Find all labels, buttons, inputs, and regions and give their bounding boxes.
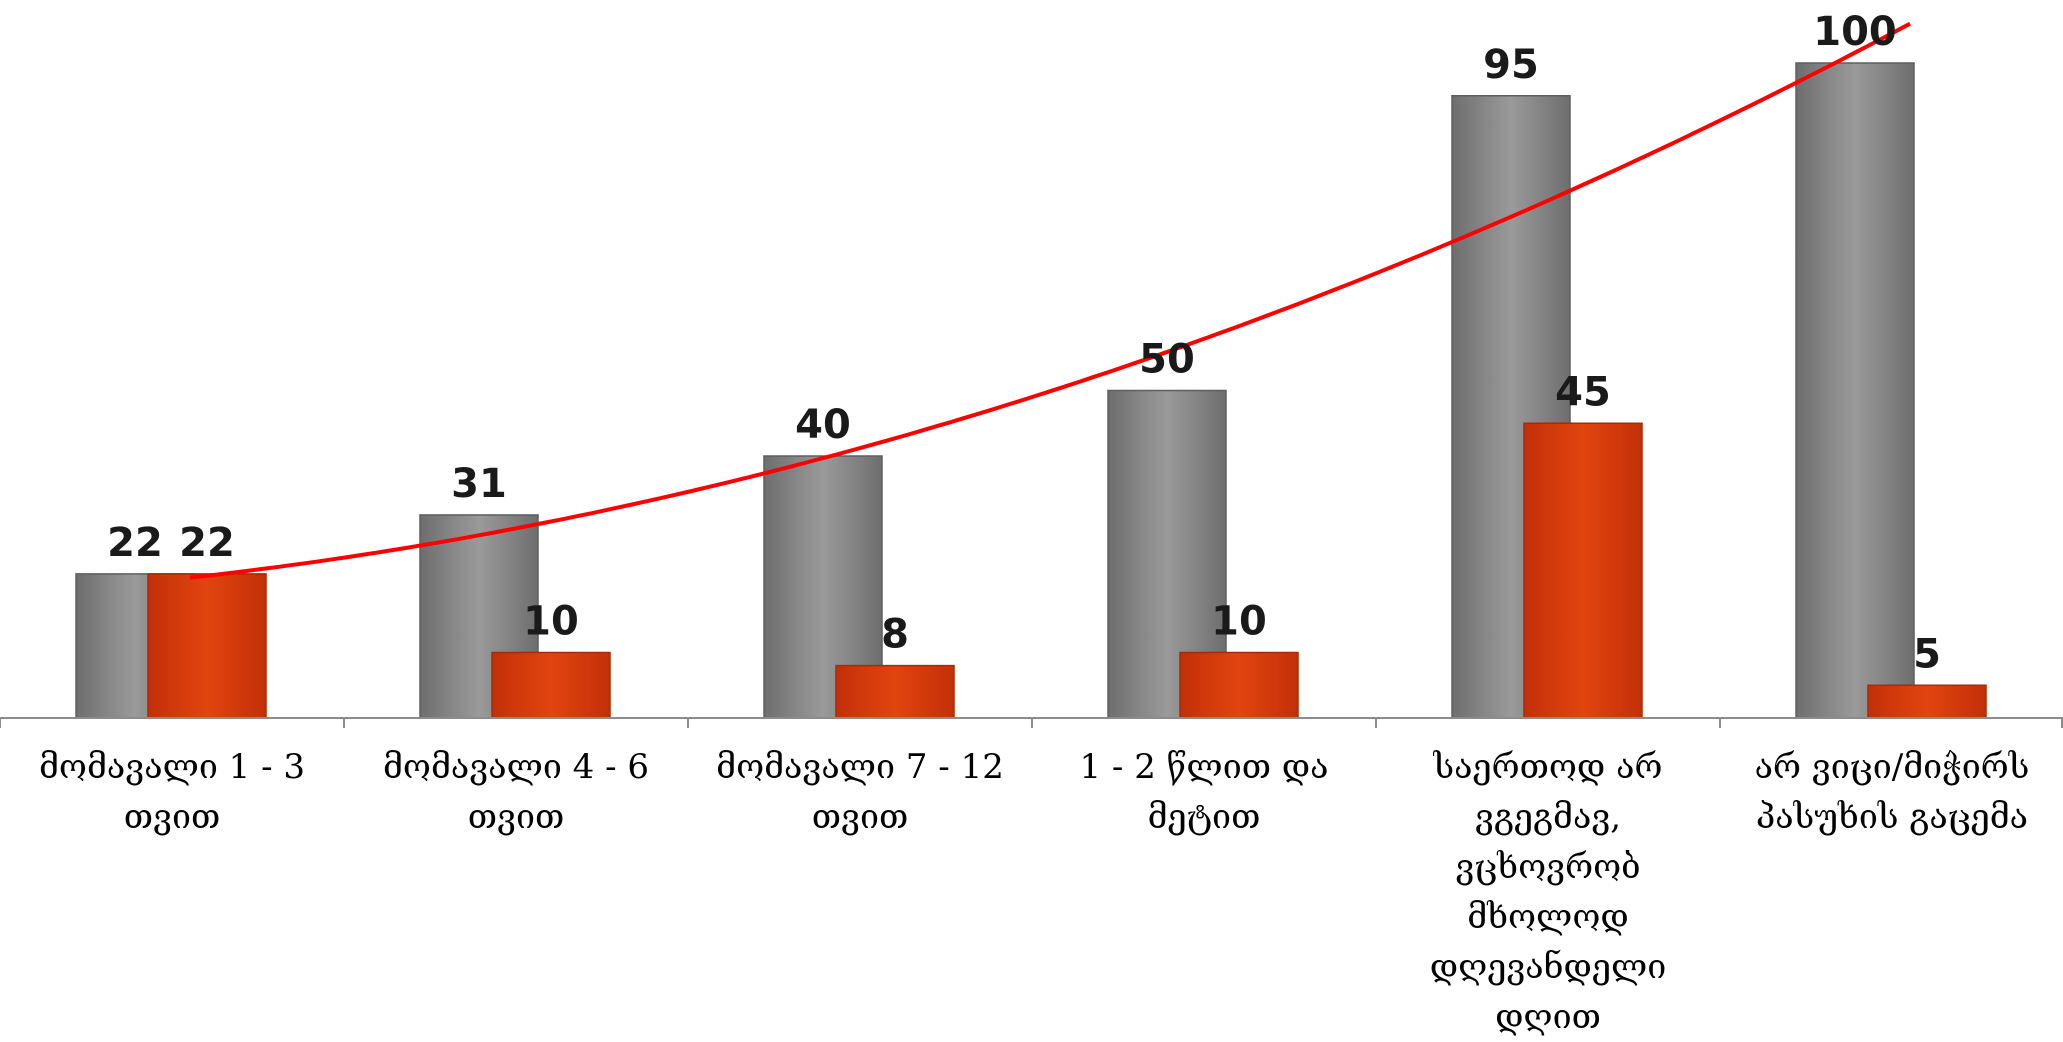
data-label-series2-4: 10 (1211, 599, 1267, 645)
x-tick-label-line: მეტით (1147, 797, 1261, 837)
x-axis (0, 717, 2063, 728)
data-label-series2-3: 8 (881, 612, 909, 658)
data-labels-layer: 22 22 31 10 40 8 50 10 95 45 100 5 (107, 9, 1941, 677)
data-label-series1-5: 95 (1483, 42, 1539, 88)
x-tick-label-line: მხოლოდ (1467, 897, 1629, 937)
x-tick-label-line: ვგეგმავ, ვცხოვრობ (1455, 797, 1641, 887)
bar-series2-6 (1867, 684, 1987, 719)
data-label-series1-3: 40 (795, 402, 851, 448)
x-tick-label-line: დღევანდელი (1429, 947, 1667, 987)
x-tick-label-line: არ ვიცი/მიჭირს (1754, 747, 2030, 787)
data-label-series2-5: 45 (1555, 369, 1611, 415)
x-tick-label-line: 1 - 2 წლით და (1079, 747, 1329, 787)
x-tick-label-line: თვით (467, 797, 565, 837)
x-tick-label-line: მომავალი 7 - 12 (716, 747, 1004, 787)
x-tick-label-line: თვით (811, 797, 909, 837)
trendline-layer (189, 21, 1911, 580)
x-tick-label-line: მომავალი 1 - 3 (38, 747, 306, 787)
x-tick-label-line: დღით (1495, 997, 1601, 1037)
x-tick-label-line: საერთოდ არ (1433, 747, 1663, 787)
bar-series2-1 (147, 573, 267, 719)
x-tick-label-line: თვით (123, 797, 221, 837)
trendline (189, 21, 1911, 580)
x-tick-label-5: საერთოდ არ ვგეგმავ, ვცხოვრობ მხოლოდ დღევანდ… (1378, 742, 1718, 1042)
x-tick-label-4: 1 - 2 წლით და მეტით (1034, 742, 1374, 842)
data-label-series1-2: 31 (451, 461, 507, 507)
bars-layer (75, 62, 1987, 719)
data-label-series1-6: 100 (1813, 9, 1897, 55)
x-tick-label-3: მომავალი 7 - 12 თვით (690, 742, 1030, 842)
data-label-series2-2: 10 (523, 599, 579, 645)
chart-canvas: 22 22 31 10 40 8 50 10 95 45 100 5 (0, 9, 2063, 728)
x-tick-label-1: მომავალი 1 - 3 თვით (2, 742, 342, 842)
data-label-series1-1: 22 (107, 520, 163, 566)
data-label-series2-1: 22 (179, 520, 235, 566)
x-tick-label-6: არ ვიცი/მიჭირს პასუხის გაცემა (1722, 742, 2062, 842)
data-label-series2-6: 5 (1913, 631, 1941, 677)
bar-series2-5 (1523, 422, 1643, 719)
x-tick-label-line: მომავალი 4 - 6 (382, 747, 650, 787)
bar-series2-4 (1179, 651, 1299, 719)
bar-series2-3 (835, 664, 955, 719)
x-tick-label-line: პასუხის გაცემა (1755, 797, 2029, 837)
bar-series1-6 (1795, 62, 1915, 719)
data-label-series1-4: 50 (1139, 337, 1195, 383)
bar-series2-2 (491, 651, 611, 719)
x-tick-label-2: მომავალი 4 - 6 თვით (346, 742, 686, 842)
